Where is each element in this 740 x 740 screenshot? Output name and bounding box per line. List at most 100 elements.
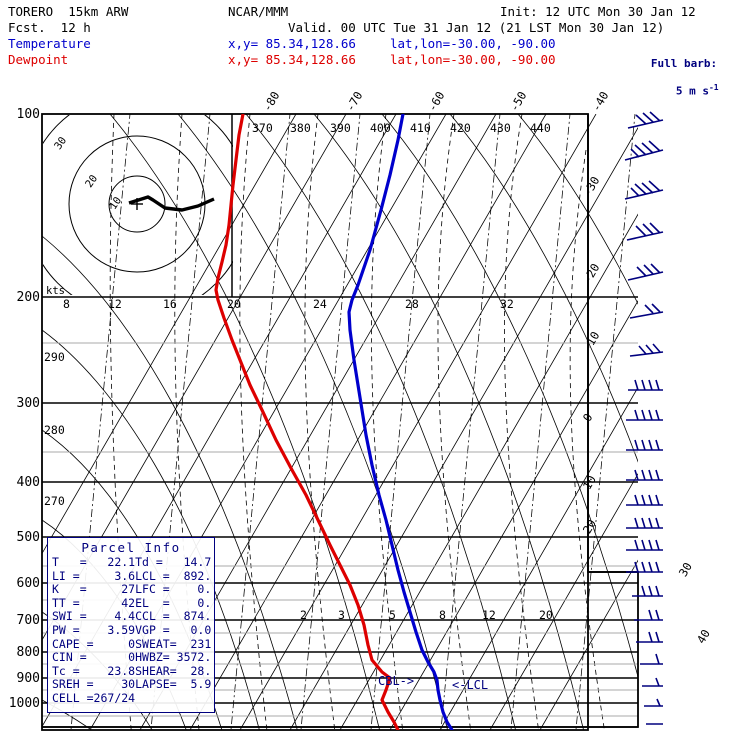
parcel-info-cell: 27 [121, 582, 136, 597]
wind-barb [626, 539, 663, 551]
kts-label: kts [46, 285, 65, 297]
parcel-info-cell: 14.7 [183, 555, 212, 569]
dewpoint-xy: x,y= 85.34,128.66 [228, 52, 356, 67]
pressure-tick-600: 600 [16, 576, 40, 591]
wind-barb [624, 180, 664, 200]
parcel-info-cell: SREH = [52, 677, 94, 692]
parcel-info-cell: LFC = [135, 582, 170, 597]
theta-label-410: 410 [410, 121, 431, 135]
temperature-legend-label: Temperature [8, 36, 91, 51]
parcel-info-cell: SHEAR= [135, 663, 177, 678]
dewpoint-legend-label: Dewpoint [8, 52, 69, 67]
parcel-info-row: SREH = 30 LAPSE= 5.9 [52, 678, 211, 692]
wind-barbs [624, 111, 664, 725]
mixratio-label-200-20: 20 [227, 297, 241, 311]
parcel-info-cell: 3.6 [114, 568, 136, 583]
mixratio-label-200-32: 32 [500, 297, 514, 311]
parcel-info-row: CAPE = 0 SWEAT= 231 [52, 636, 212, 652]
theta-label-390: 390 [330, 121, 351, 135]
parcel-info-cell: 0 [128, 636, 136, 651]
moist-adiabat-lines [109, 114, 605, 730]
wind-barb [626, 222, 664, 241]
parcel-info-cell: HWBZ= [135, 650, 170, 665]
parcel-info-cell: K = [52, 582, 87, 597]
wind-barb [626, 469, 663, 481]
parcel-info-cell: CELL = [52, 690, 94, 705]
parcel-info-cell: 22.1 [107, 555, 136, 569]
wind-barb [634, 609, 663, 621]
mixratio-label-700-2: 2 [300, 608, 307, 622]
cbl-annotation: CBL-> [378, 674, 415, 688]
forecast-hour: Fcst. 12 h [8, 20, 91, 35]
theta-label-420: 420 [450, 121, 471, 135]
wind-barb [626, 439, 663, 451]
mixratio-label-700-3: 3 [338, 608, 345, 622]
parcel-info-cell: 4.4 [114, 609, 136, 624]
mixratio-label-700-5: 5 [389, 608, 396, 622]
barb-legend-line1: Full barb: [650, 57, 718, 70]
isentrope-label-270: 270 [44, 494, 65, 508]
pressure-tick-300: 300 [16, 396, 40, 411]
wind-barb [626, 409, 663, 421]
wind-barb [629, 343, 664, 357]
parcel-info-cell: SWI = [52, 609, 87, 624]
parcel-info-cell: LI = [52, 568, 80, 583]
valid-time: Valid. 00 UTC Tue 31 Jan 12 (21 LST Mon … [288, 20, 665, 35]
init-time: Init: 12 UTC Mon 30 Jan 12 [500, 4, 696, 19]
mixratio-label-700-12: 12 [482, 608, 496, 622]
parcel-info-row: LI = 3.6 LCL = 892. [52, 568, 211, 584]
parcel-info-row: TT = 42 EL = 0. [52, 595, 212, 611]
parcel-info-cell: TT = [52, 595, 80, 610]
parcel-info-row: Tc = 23.8 SHEAR= 28. [52, 663, 212, 679]
parcel-info-row: PW = 3.59 VGP = 0.0 [52, 622, 212, 638]
pressure-tick-400: 400 [16, 475, 40, 490]
pressure-tick-900: 900 [16, 671, 40, 686]
pressure-tick-800: 800 [16, 645, 40, 660]
parcel-info-cell: Td = [135, 555, 163, 569]
temperature-trace [347, 114, 454, 730]
mixratio-label-200-8: 8 [63, 297, 70, 311]
mixing-ratio-lines [70, 114, 636, 730]
wind-barb [640, 653, 663, 665]
lcl-annotation: <-LCL [452, 678, 489, 692]
center-name: NCAR/MMM [228, 4, 289, 19]
pressure-tick-1000: 1000 [8, 696, 40, 711]
barb-legend-units: 5 m s [675, 84, 709, 98]
barb-legend-exponent: -1 [708, 83, 719, 92]
dewpoint-trace [214, 114, 400, 730]
parcel-info-cell: VGP = [135, 622, 170, 637]
wind-barb [642, 677, 663, 687]
wind-barb [629, 303, 664, 319]
mixratio-label-200-24: 24 [313, 297, 327, 311]
parcel-info-cell: CCL = [135, 609, 170, 624]
parcel-info-cell: 5.9 [190, 677, 212, 692]
parcel-info-cell: 0.0 [190, 622, 212, 637]
barb-legend: Full barb: 5 m s-1 [630, 58, 738, 110]
parcel-info-cell: 30 [121, 677, 136, 692]
theta-label-370: 370 [252, 121, 273, 135]
parcel-info-row: CIN = 0 HWBZ= 3572. [52, 651, 211, 665]
wind-barb [626, 561, 663, 573]
parcel-info-cell: 231 [190, 636, 212, 651]
barb-legend-line2: 5 m s-1 [630, 70, 738, 110]
temperature-xy: x,y= 85.34,128.66 [228, 36, 356, 51]
parcel-info-cell [177, 692, 212, 706]
parcel-info-cell: 28. [190, 663, 212, 678]
parcel-info-row: SWI = 4.4 CCL = 874. [52, 610, 211, 624]
parcel-info-cell: 0. [197, 595, 212, 610]
parcel-info-cell: PW = [52, 622, 80, 637]
wind-barb [626, 517, 663, 529]
parcel-info-row: CELL = 267/24 [52, 690, 212, 706]
parcel-info-cell [135, 692, 177, 706]
parcel-info-cell: 3572. [176, 650, 212, 665]
theta-label-380: 380 [290, 121, 311, 135]
wind-barb [644, 698, 663, 707]
mixratio-label-700-8: 8 [439, 608, 446, 622]
parcel-info-title: Parcel Info [81, 540, 181, 555]
parcel-info-row: T = 22.1 Td = 14.7 [52, 555, 212, 570]
theta-label-440: 440 [530, 121, 551, 135]
parcel-info-cell: CIN = [52, 650, 87, 665]
wind-barb [636, 631, 663, 643]
dewpoint-latlon: lat,lon=-30.00, -90.00 [390, 52, 556, 67]
parcel-info-panel: Parcel Info T = 22.1 Td = 14.7 LI = 3.6 LCL = 8… [47, 537, 215, 713]
